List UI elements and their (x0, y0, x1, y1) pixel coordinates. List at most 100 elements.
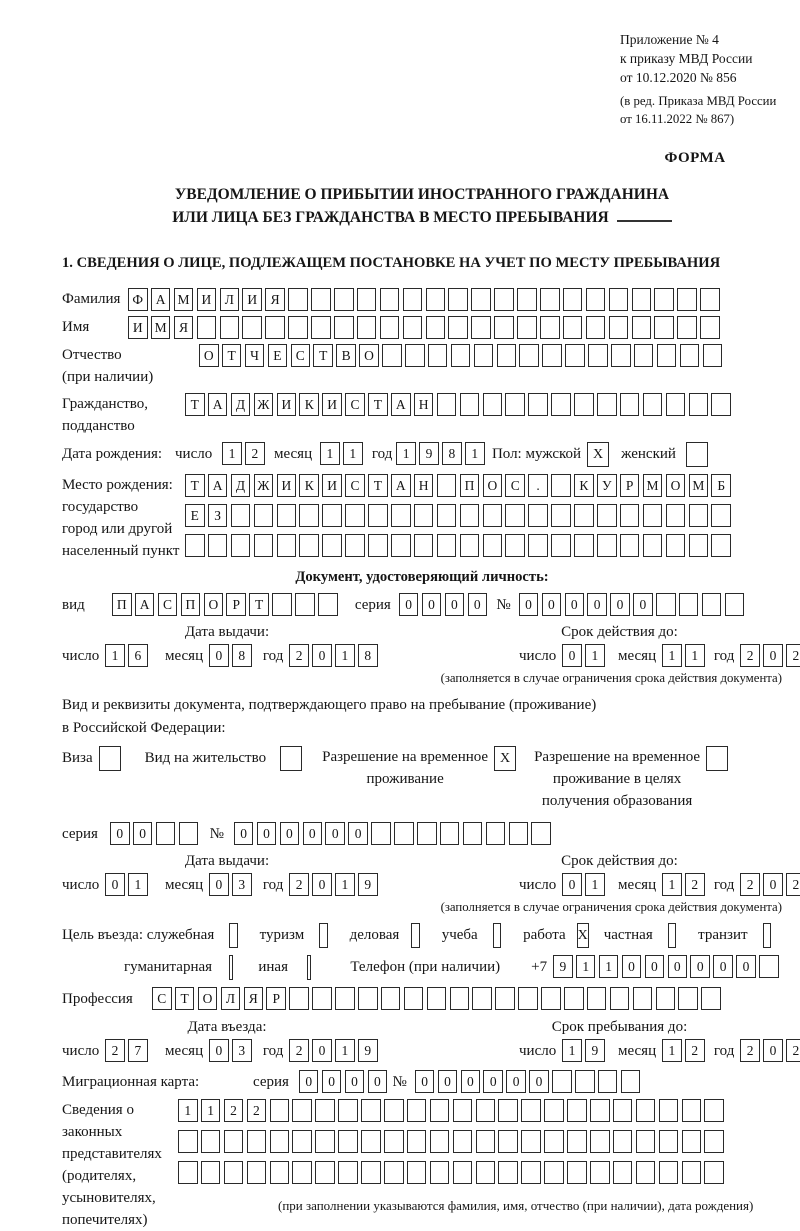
char-cell[interactable] (449, 987, 470, 1010)
char-cell[interactable] (269, 1161, 290, 1184)
char-cell[interactable]: Е (185, 504, 205, 527)
char-cell[interactable] (517, 316, 537, 339)
char-cell[interactable]: З (207, 504, 228, 527)
char-cell[interactable] (620, 1070, 641, 1093)
char-cell[interactable] (265, 316, 285, 339)
char-cell[interactable] (361, 1161, 381, 1184)
char-cell[interactable]: 1 (585, 644, 605, 667)
char-cell[interactable]: К (299, 393, 319, 416)
char-cell[interactable]: . (528, 474, 548, 497)
char-cell[interactable] (394, 822, 414, 845)
char-cell[interactable]: 0 (298, 1070, 319, 1093)
char-cell[interactable] (334, 288, 354, 311)
purpose-study-checkbox[interactable] (492, 923, 502, 948)
char-cell[interactable] (552, 1070, 572, 1093)
char-cell[interactable] (494, 288, 514, 311)
char-cell[interactable] (588, 344, 608, 367)
char-cell[interactable]: С (345, 474, 365, 497)
char-cell[interactable]: 0 (209, 1039, 229, 1062)
char-cell[interactable]: К (299, 474, 319, 497)
char-cell[interactable] (619, 393, 640, 416)
char-cell[interactable] (230, 504, 251, 527)
char-cell[interactable] (528, 504, 548, 527)
char-cell[interactable] (406, 1099, 427, 1122)
char-cell[interactable]: 0 (562, 644, 582, 667)
char-cell[interactable] (700, 316, 720, 339)
char-cell[interactable] (658, 1161, 679, 1184)
char-cell[interactable] (597, 393, 617, 416)
char-cell[interactable] (200, 1130, 221, 1153)
char-cell[interactable]: 1 (575, 955, 596, 978)
char-cell[interactable] (429, 1161, 450, 1184)
char-cell[interactable]: Т (221, 344, 242, 367)
char-cell[interactable]: 2 (685, 873, 705, 896)
char-cell[interactable] (429, 1099, 450, 1122)
char-cell[interactable] (334, 316, 354, 339)
char-cell[interactable] (597, 1070, 618, 1093)
char-cell[interactable]: Р (226, 593, 246, 616)
char-cell[interactable] (358, 987, 378, 1010)
char-cell[interactable]: 0 (321, 1070, 342, 1093)
char-cell[interactable] (688, 504, 709, 527)
char-cell[interactable]: Я (243, 987, 264, 1010)
char-cell[interactable] (246, 1130, 267, 1153)
char-cell[interactable]: 0 (348, 822, 368, 845)
char-cell[interactable] (452, 1099, 473, 1122)
char-cell[interactable]: 0 (421, 593, 442, 616)
char-cell[interactable] (371, 822, 391, 845)
char-cell[interactable] (384, 1161, 404, 1184)
char-cell[interactable]: 1 (662, 1039, 682, 1062)
char-cell[interactable] (677, 288, 697, 311)
char-cell[interactable] (361, 1130, 381, 1153)
char-cell[interactable]: Р (266, 987, 286, 1010)
char-cell[interactable] (551, 474, 571, 497)
char-cell[interactable] (574, 393, 594, 416)
char-cell[interactable] (292, 1161, 312, 1184)
char-cell[interactable] (551, 534, 571, 557)
char-cell[interactable] (178, 1161, 198, 1184)
char-cell[interactable] (361, 1099, 381, 1122)
char-cell[interactable]: И (128, 316, 148, 339)
char-cell[interactable]: И (276, 393, 297, 416)
char-cell[interactable]: 2 (105, 1039, 125, 1062)
char-cell[interactable] (711, 393, 731, 416)
char-cell[interactable] (315, 1099, 335, 1122)
char-cell[interactable] (521, 1099, 541, 1122)
char-cell[interactable] (496, 344, 517, 367)
char-cell[interactable]: К (574, 474, 594, 497)
char-cell[interactable]: 0 (763, 644, 783, 667)
char-cell[interactable] (688, 393, 709, 416)
char-cell[interactable] (544, 1130, 564, 1153)
char-cell[interactable]: А (150, 288, 171, 311)
char-cell[interactable] (299, 504, 319, 527)
char-cell[interactable] (475, 1099, 496, 1122)
temp-permit-checkbox[interactable]: X (494, 746, 517, 771)
char-cell[interactable]: 2 (740, 644, 760, 667)
char-cell[interactable] (391, 534, 411, 557)
char-cell[interactable] (368, 504, 388, 527)
char-cell[interactable]: А (134, 593, 155, 616)
char-cell[interactable] (658, 1130, 679, 1153)
char-cell[interactable]: С (152, 987, 172, 1010)
char-cell[interactable]: 1 (343, 442, 363, 465)
char-cell[interactable] (406, 1161, 427, 1184)
char-cell[interactable] (612, 1130, 633, 1153)
char-cell[interactable] (338, 1161, 358, 1184)
char-cell[interactable]: 0 (763, 1039, 783, 1062)
char-cell[interactable] (575, 1070, 595, 1093)
char-cell[interactable]: О (665, 474, 686, 497)
char-cell[interactable] (384, 1099, 404, 1122)
char-cell[interactable] (635, 1161, 656, 1184)
char-cell[interactable] (631, 288, 652, 311)
char-cell[interactable] (269, 1130, 290, 1153)
char-cell[interactable] (311, 316, 331, 339)
char-cell[interactable] (567, 1130, 587, 1153)
char-cell[interactable]: Я (265, 288, 285, 311)
char-cell[interactable] (439, 822, 460, 845)
char-cell[interactable] (482, 534, 503, 557)
char-cell[interactable] (642, 534, 663, 557)
char-cell[interactable] (724, 593, 745, 616)
char-cell[interactable] (498, 1161, 518, 1184)
char-cell[interactable] (681, 1130, 702, 1153)
char-cell[interactable] (508, 822, 529, 845)
